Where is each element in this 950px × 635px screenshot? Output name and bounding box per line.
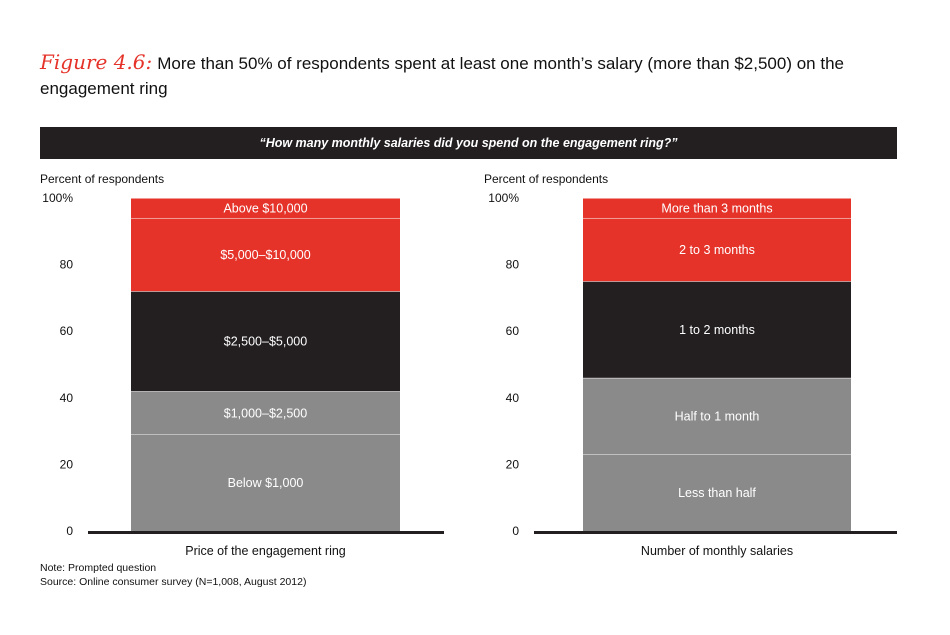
bar-segment — [583, 217, 851, 282]
segment-label: $5,000–$10,000 — [220, 248, 310, 262]
segment-label: Below $1,000 — [228, 476, 304, 490]
y-tick-label: 0 — [512, 524, 519, 538]
y-tick-label: 60 — [60, 324, 74, 338]
y-tick-label: 100% — [42, 191, 73, 205]
note-text: Note: Prompted question — [40, 562, 157, 574]
bar-segment — [131, 391, 400, 435]
y-axis-title: Percent of respondents — [484, 172, 608, 186]
bar-segment — [583, 281, 851, 378]
question-banner: “How many monthly salaries did you spend… — [40, 127, 897, 159]
segment-label: More than 3 months — [661, 201, 772, 215]
y-tick-label: 60 — [506, 324, 520, 338]
y-tick-label: 100% — [488, 191, 519, 205]
bar-segment — [583, 454, 851, 531]
y-axis-title: Percent of respondents — [40, 172, 164, 186]
y-tick-label: 40 — [60, 391, 74, 405]
y-tick-label: 20 — [506, 457, 520, 471]
y-tick-label: 0 — [66, 524, 73, 538]
y-tick-label: 20 — [60, 457, 74, 471]
y-tick-label: 40 — [506, 391, 520, 405]
bar-segment — [583, 198, 851, 218]
segment-label: Above $10,000 — [223, 201, 307, 215]
bar-segment — [131, 198, 400, 218]
segment-label: 1 to 2 months — [679, 323, 755, 337]
footnotes: Note: Prompted question Source: Online c… — [40, 561, 306, 589]
bar-segment — [131, 291, 400, 392]
segment-label: 2 to 3 months — [679, 243, 755, 257]
y-tick-label: 80 — [60, 258, 74, 272]
segment-label: $1,000–$2,500 — [224, 406, 307, 420]
segment-label: Less than half — [678, 486, 756, 500]
bar-segment — [131, 217, 400, 292]
segment-label: $2,500–$5,000 — [224, 335, 307, 349]
bar-segment — [131, 434, 400, 531]
bar-segment — [583, 377, 851, 455]
source-text: Source: Online consumer survey (N=1,008,… — [40, 576, 307, 588]
x-axis-title: Number of monthly salaries — [641, 544, 793, 558]
segment-label: Half to 1 month — [675, 410, 760, 424]
title-text: More than 50% of respondents spent at le… — [40, 54, 844, 98]
figure-label: Figure 4.6: — [40, 50, 153, 74]
chart-title: Figure 4.6: More than 50% of respondents … — [40, 50, 920, 101]
y-tick-label: 80 — [506, 258, 520, 272]
x-axis-title: Price of the engagement ring — [185, 544, 346, 558]
